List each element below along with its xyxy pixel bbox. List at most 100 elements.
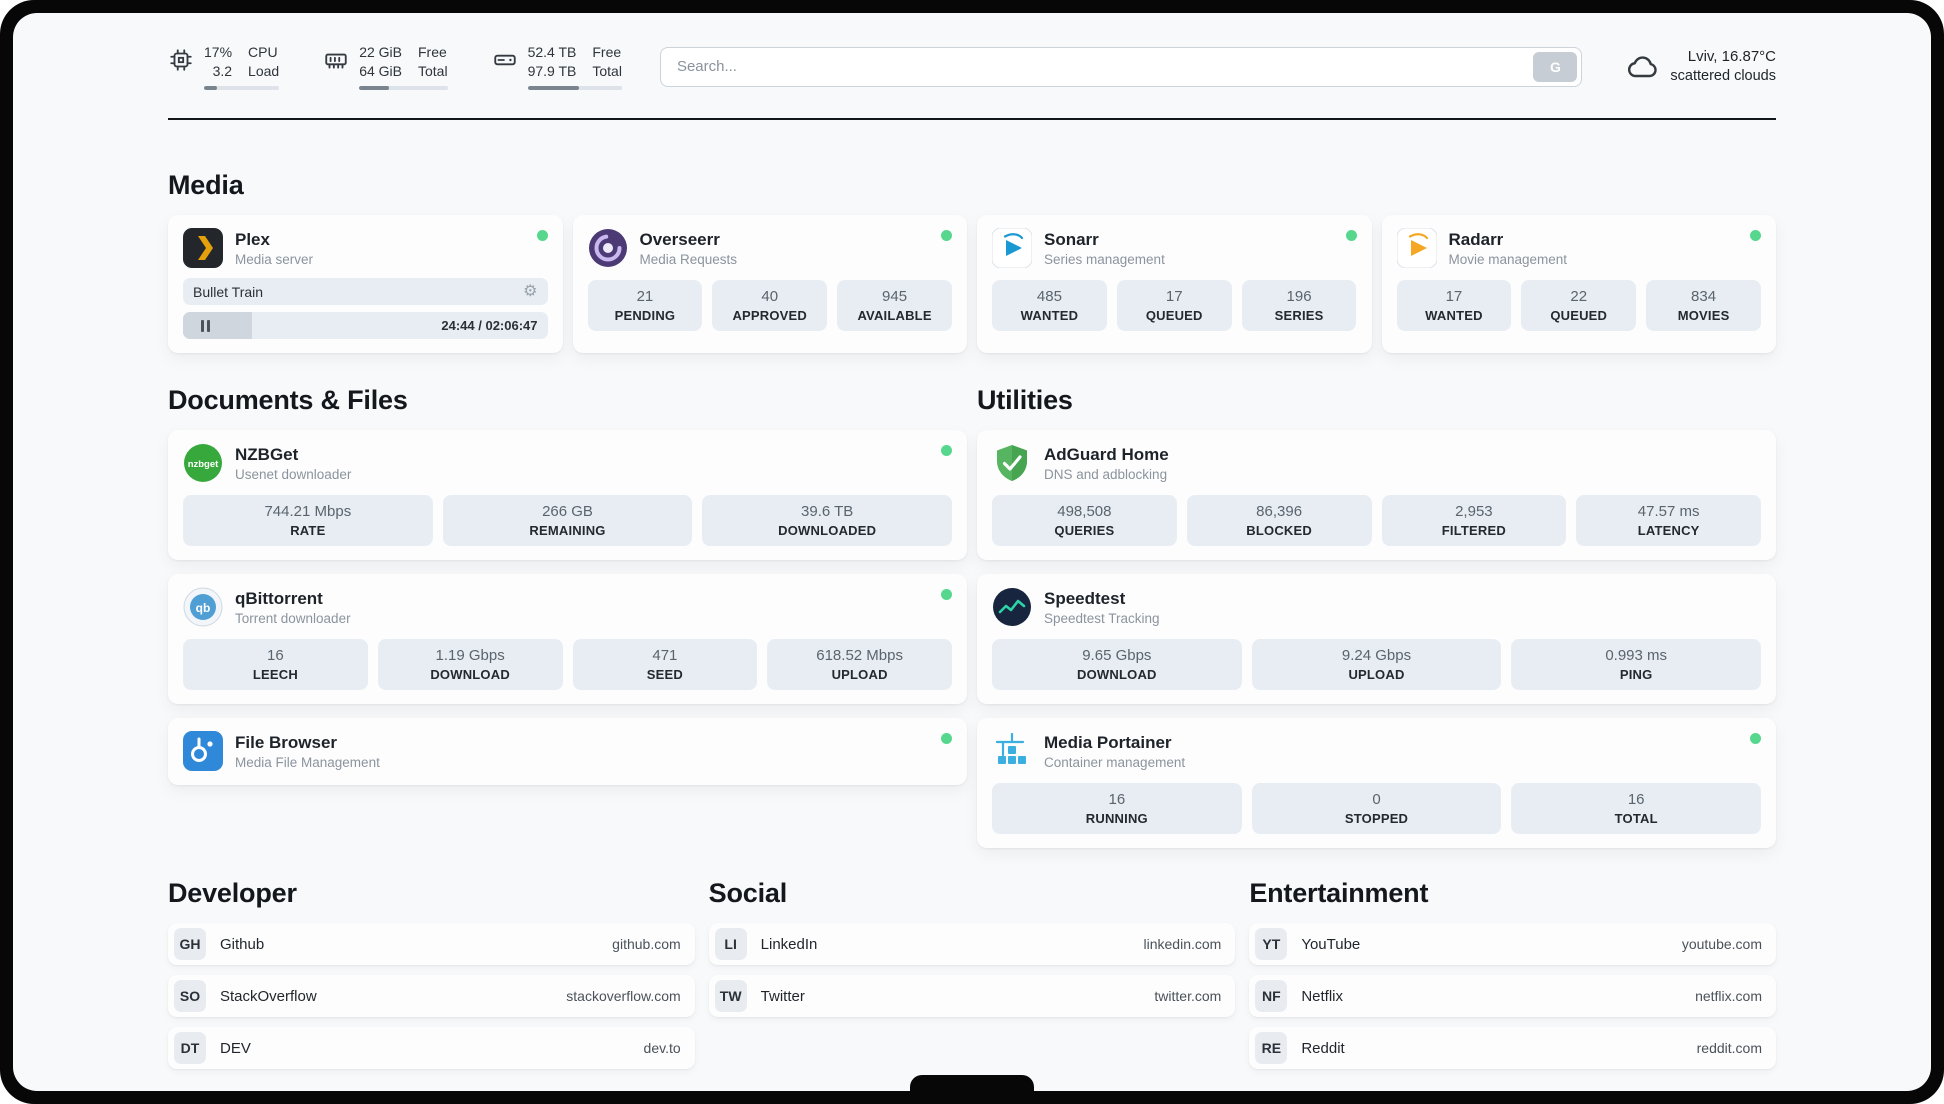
app-subtitle: Media Requests	[639, 251, 738, 267]
stat-value: 40	[761, 288, 779, 305]
stat-value: 744.21 Mbps	[264, 503, 352, 520]
app-card-adguard[interactable]: AdGuard Home DNS and adblocking 498,508 …	[977, 430, 1776, 560]
weather-location: Lviv, 16.87°C	[1687, 48, 1776, 65]
app-name: Plex	[235, 229, 270, 249]
stat-value: 22	[1570, 288, 1588, 305]
bookmark-twitter[interactable]: TW Twitter twitter.com	[708, 975, 1236, 1017]
stat-box: 39.6 TB DOWNLOADED	[702, 495, 953, 546]
stat-value: 17	[1165, 288, 1183, 305]
app-subtitle: Movie management	[1448, 251, 1568, 267]
bookmark-url: stackoverflow.com	[566, 988, 681, 1004]
stat-value: 945	[882, 288, 908, 305]
stat-value: 86,396	[1256, 503, 1303, 520]
stat-value: 618.52 Mbps	[816, 647, 903, 664]
cloud-icon	[1624, 49, 1660, 85]
stat-box: 618.52 Mbps UPLOAD	[767, 639, 952, 690]
app-card-filebrowser[interactable]: File Browser Media File Management	[168, 718, 967, 785]
bookmark-url: github.com	[612, 936, 681, 952]
overseerr-icon	[588, 228, 628, 268]
gear-icon[interactable]: ⚙	[523, 282, 538, 300]
app-card-nzbget[interactable]: nzbget NZBGet Usenet downloader 744.21 M…	[168, 430, 967, 560]
stat-value: 17	[1445, 288, 1463, 305]
cpu-load-label: Load	[248, 63, 280, 79]
stat-label: SEED	[646, 667, 683, 682]
app-name: AdGuard Home	[1044, 444, 1169, 464]
ram-icon	[323, 43, 349, 73]
search-input[interactable]	[659, 46, 1583, 87]
app-name: File Browser	[235, 732, 338, 752]
stat-box: 744.21 Mbps RATE	[183, 495, 433, 546]
app-card-sonarr[interactable]: Sonarr Series management 485 WANTED 17 Q…	[977, 215, 1372, 353]
stat-label: FILTERED	[1441, 523, 1506, 538]
section-heading-utilities: Utilities	[977, 385, 1073, 415]
memory-total-label: Total	[418, 63, 448, 79]
bookmark-netflix[interactable]: NF Netflix netflix.com	[1249, 975, 1776, 1017]
app-card-qbittorrent[interactable]: qb qBittorrent Torrent downloader 16 LEE…	[168, 574, 967, 704]
bookmark-reddit[interactable]: RE Reddit reddit.com	[1249, 1027, 1776, 1069]
radarr-icon	[1396, 228, 1437, 268]
stat-value: 9.65 Gbps	[1082, 647, 1152, 664]
section-heading-media: Media	[168, 170, 244, 200]
stat-value: 2,953	[1455, 503, 1493, 520]
stat-box: 40 APPROVED	[712, 280, 828, 331]
stat-label: WANTED	[1425, 308, 1483, 323]
stat-label: RUNNING	[1085, 811, 1148, 826]
pause-icon[interactable]	[183, 312, 227, 339]
app-card-overseerr[interactable]: Overseerr Media Requests 21 PENDING 40 A…	[572, 215, 967, 353]
bookmark-badge: GH	[174, 928, 206, 960]
bookmark-url: twitter.com	[1154, 988, 1222, 1004]
portainer-icon	[992, 731, 1032, 771]
cpu-widget: 17% 3.2 CPU Load	[168, 43, 280, 90]
bookmark-linkedin[interactable]: LI LinkedIn linkedin.com	[708, 923, 1236, 965]
stat-box: 17 QUEUED	[1116, 280, 1232, 331]
bookmark-url: netflix.com	[1695, 988, 1762, 1004]
disk-widget: 52.4 TB 97.9 TB Free Total	[492, 43, 622, 90]
bookmark-stackoverflow[interactable]: SO StackOverflow stackoverflow.com	[168, 975, 695, 1017]
bookmark-badge: RE	[1255, 1032, 1288, 1064]
search-engine-button[interactable]: G	[1533, 51, 1578, 82]
bookmark-dev[interactable]: DT DEV dev.to	[168, 1027, 695, 1069]
stat-box: 47.57 ms LATENCY	[1576, 495, 1761, 546]
disk-total-label: Total	[592, 63, 622, 79]
playback-progress-bar[interactable]: 24:44 / 02:06:47	[183, 312, 548, 339]
bookmark-name: StackOverflow	[220, 987, 317, 1005]
disk-progress-bar	[527, 86, 622, 90]
app-subtitle: Series management	[1044, 251, 1165, 267]
stat-box: 945 AVAILABLE	[837, 280, 952, 331]
disk-free-value: 52.4 TB	[527, 44, 577, 60]
section-heading-developer: Developer	[168, 878, 297, 908]
stat-box: 266 GB REMAINING	[442, 495, 693, 546]
status-dot	[1750, 230, 1761, 241]
weather-widget: Lviv, 16.87°C scattered clouds	[1624, 47, 1776, 86]
stat-value: 834	[1691, 288, 1717, 305]
status-dot	[941, 445, 952, 456]
stat-value: 47.57 ms	[1637, 503, 1700, 520]
stat-value: 0	[1372, 791, 1381, 808]
stat-value: 21	[636, 288, 654, 305]
status-dot	[941, 733, 952, 744]
cpu-usage-value: 17%	[204, 44, 233, 60]
nzbget-icon: nzbget	[183, 443, 223, 483]
bookmark-name: DEV	[220, 1039, 251, 1057]
bookmark-badge: LI	[714, 928, 747, 960]
stat-value: 1.19 Gbps	[435, 647, 505, 664]
stat-value: 485	[1036, 288, 1062, 305]
app-card-plex[interactable]: Plex Media server Bullet Train ⚙ 24:44 /…	[168, 215, 563, 353]
memory-total-value: 64 GiB	[359, 63, 402, 79]
adguard-icon	[992, 443, 1032, 483]
speedtest-icon	[992, 587, 1032, 627]
disk-icon	[492, 43, 518, 73]
disk-total-value: 97.9 TB	[527, 63, 577, 79]
app-card-speedtest[interactable]: Speedtest Speedtest Tracking 9.65 Gbps D…	[977, 574, 1776, 704]
app-subtitle: Usenet downloader	[235, 466, 352, 482]
stat-label: APPROVED	[732, 308, 808, 323]
qbittorrent-icon: qb	[183, 587, 223, 627]
memory-widget: 22 GiB 64 GiB Free Total	[323, 43, 448, 90]
stat-box: 22 QUEUED	[1521, 280, 1637, 331]
now-playing-title: Bullet Train	[193, 283, 264, 300]
stat-box: 21 PENDING	[587, 280, 703, 331]
app-card-radarr[interactable]: Radarr Movie management 17 WANTED 22 QUE…	[1381, 215, 1776, 353]
bookmark-youtube[interactable]: YT YouTube youtube.com	[1249, 923, 1776, 965]
app-card-portainer[interactable]: Media Portainer Container management 16 …	[977, 718, 1776, 848]
bookmark-github[interactable]: GH Github github.com	[168, 923, 695, 965]
